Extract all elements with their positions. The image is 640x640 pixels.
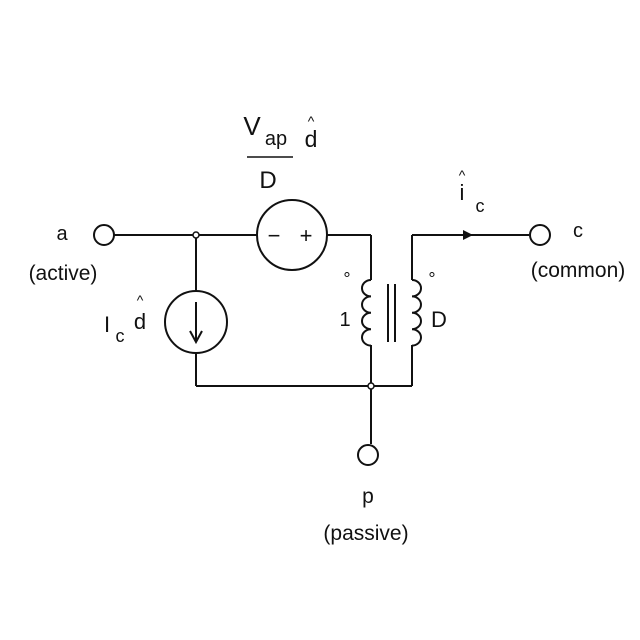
isource-label-hat: ^ [137, 292, 144, 308]
terminal-p [357, 444, 379, 466]
terminal-c-letter: c [573, 220, 583, 242]
transformer-secondary-winding [411, 279, 422, 347]
transformer-primary-winding [361, 279, 372, 347]
voltage-source-minus: − [268, 223, 281, 248]
isource-label-c: c [116, 326, 125, 346]
voltage-source-plus: + [300, 223, 313, 248]
terminal-c-label: (common) [531, 259, 626, 282]
primary-polarity-dot: ° [343, 269, 350, 289]
terminal-a-letter: a [56, 223, 68, 245]
output-current-arrow [463, 230, 473, 240]
terminal-a-label: (active) [29, 262, 98, 285]
voltage-source [256, 199, 328, 271]
current-source-arrow [189, 302, 203, 345]
isource-label-i: I [104, 312, 110, 337]
vsource-label-v: V [243, 111, 261, 141]
vsource-label-hat: ^ [308, 113, 315, 129]
vsource-label-d: d [305, 126, 318, 152]
junction-node-bottom [367, 382, 375, 390]
terminal-c [529, 224, 551, 246]
junction-node-top [192, 231, 200, 239]
isource-label-d: d [134, 309, 146, 334]
transformer [361, 279, 422, 347]
terminal-p-label: (passive) [323, 522, 408, 545]
output-current-i: i [460, 180, 465, 205]
output-current-sub: c [476, 196, 485, 216]
primary-turns-label: 1 [339, 309, 350, 331]
terminal-a [93, 224, 115, 246]
output-current-hat: ^ [459, 167, 466, 183]
vsource-label-denominator: D [259, 167, 276, 194]
terminal-p-letter: p [362, 485, 374, 508]
secondary-turns-label: D [431, 307, 447, 332]
vsource-label-ap: ap [265, 128, 287, 150]
secondary-polarity-dot: ° [428, 269, 435, 289]
